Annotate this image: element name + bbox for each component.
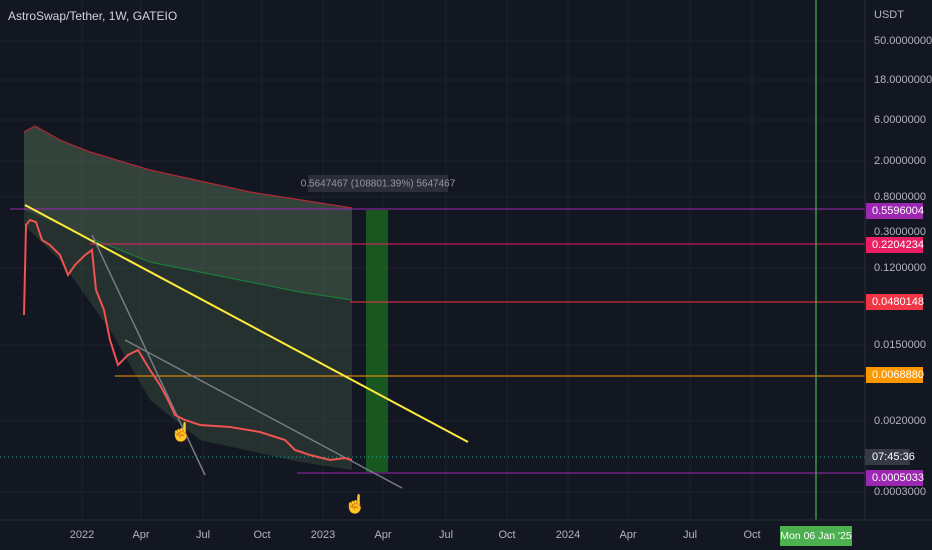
price-tag-bg bbox=[866, 203, 923, 219]
price-tag: 0.0480148 bbox=[872, 296, 924, 308]
time-label: Jul bbox=[196, 529, 210, 541]
upper-band-line bbox=[23, 125, 353, 209]
grid bbox=[0, 0, 865, 520]
price-label: 0.0020000 bbox=[874, 415, 926, 427]
trend-line bbox=[124, 339, 403, 489]
time-label: 2024 bbox=[556, 529, 580, 541]
hand-icon: ☝ bbox=[170, 421, 192, 443]
measure-box bbox=[366, 210, 388, 472]
time-label: Jul bbox=[439, 529, 453, 541]
time-label: 2023 bbox=[311, 529, 335, 541]
time-label: Oct bbox=[498, 529, 515, 541]
price-tag: 0.0005033 bbox=[872, 472, 924, 484]
date-marker-bg bbox=[780, 526, 852, 546]
time-label: Apr bbox=[619, 529, 636, 541]
time-label: Oct bbox=[743, 529, 760, 541]
time-label: Jul bbox=[683, 529, 697, 541]
price-tag-bg bbox=[866, 367, 923, 383]
price-tag-bg bbox=[866, 294, 923, 310]
time-label: Oct bbox=[253, 529, 270, 541]
price-axis bbox=[865, 0, 932, 520]
price-label: 0.3000000 bbox=[874, 226, 926, 238]
price-tag: 0.5596004 bbox=[872, 205, 924, 217]
countdown-bg bbox=[865, 449, 910, 465]
price-label: 2.0000000 bbox=[874, 155, 926, 167]
date-marker: Mon 06 Jan '25 bbox=[780, 530, 852, 542]
price-tag-bg bbox=[866, 470, 923, 486]
trend-line bbox=[24, 204, 469, 443]
price-label: 50.0000000 bbox=[874, 35, 932, 47]
price-label: 0.0150000 bbox=[874, 339, 926, 351]
price-candles bbox=[23, 218, 353, 462]
price-label: 6.0000000 bbox=[874, 114, 926, 126]
price-label: 0.8000000 bbox=[874, 191, 926, 203]
price-label: 0.1200000 bbox=[874, 262, 926, 274]
price-tag-bg bbox=[866, 237, 923, 253]
time-label: Apr bbox=[132, 529, 149, 541]
lower-band bbox=[24, 210, 352, 470]
countdown: 07:45:36 bbox=[872, 451, 915, 463]
price-label: 18.0000000 bbox=[874, 74, 932, 86]
axis-unit: USDT bbox=[874, 9, 904, 21]
price-label: 0.0003000 bbox=[874, 486, 926, 498]
measure-label: 0.5647467 (108801.39%) 5647467 bbox=[301, 179, 456, 190]
time-label: 2022 bbox=[70, 529, 94, 541]
trend-line bbox=[91, 234, 206, 476]
mid-band-line bbox=[94, 239, 353, 301]
hand-icon: ☝ bbox=[344, 493, 366, 515]
time-label: Apr bbox=[374, 529, 391, 541]
price-tag: 0.0068880 bbox=[872, 369, 924, 381]
upper-band bbox=[24, 126, 352, 300]
price-tag: 0.2204234 bbox=[872, 239, 924, 251]
chart-title: AstroSwap/Tether, 1W, GATEIO bbox=[8, 9, 177, 23]
measure-label-bg bbox=[308, 175, 448, 192]
